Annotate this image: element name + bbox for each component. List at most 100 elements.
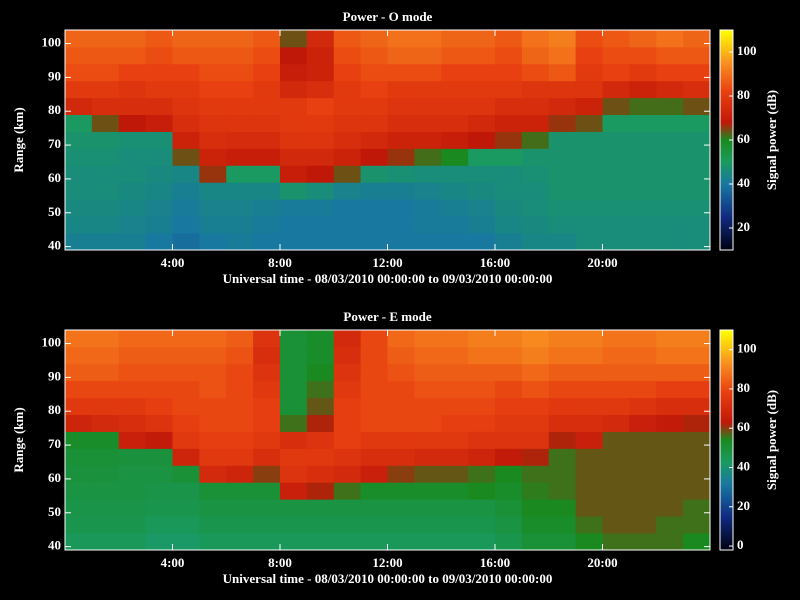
heatmap-cell bbox=[468, 165, 496, 183]
heatmap-cell bbox=[629, 148, 657, 166]
heatmap-cell bbox=[118, 148, 147, 166]
heatmap-cell bbox=[91, 380, 120, 399]
heatmap-cell bbox=[360, 431, 388, 449]
heatmap-cell bbox=[575, 30, 603, 48]
heatmap-cell bbox=[145, 148, 173, 166]
heatmap-cell bbox=[441, 30, 469, 48]
heatmap-cell bbox=[65, 533, 93, 551]
heatmap-cell bbox=[172, 482, 200, 500]
heatmap-cell bbox=[602, 499, 630, 517]
heatmap-cell bbox=[683, 346, 711, 365]
heatmap-cell bbox=[172, 233, 200, 251]
heatmap-cell bbox=[226, 30, 254, 48]
heatmap-cell bbox=[306, 114, 335, 132]
heatmap-cell bbox=[306, 46, 335, 65]
heatmap-cell bbox=[683, 482, 711, 500]
heatmap-cell bbox=[629, 80, 657, 99]
heatmap-cell bbox=[280, 30, 308, 48]
heatmap-cell bbox=[521, 233, 550, 251]
heatmap-cell bbox=[253, 131, 281, 149]
heatmap-cell bbox=[118, 165, 147, 183]
heatmap-cell bbox=[575, 499, 603, 517]
heatmap-cell bbox=[226, 216, 254, 234]
heatmap-cell bbox=[548, 80, 577, 99]
heatmap-cell bbox=[683, 165, 711, 183]
x-tick-label: 8:00 bbox=[268, 255, 292, 270]
heatmap-cell bbox=[280, 63, 308, 82]
heatmap-cell bbox=[91, 499, 120, 517]
heatmap-cell bbox=[495, 380, 523, 399]
heatmap-cell bbox=[333, 165, 362, 183]
heatmap-cell bbox=[65, 363, 93, 382]
heatmap-cell bbox=[602, 533, 630, 551]
heatmap-cell bbox=[280, 46, 308, 65]
heatmap-cell bbox=[118, 233, 147, 251]
heatmap-cell bbox=[683, 182, 711, 200]
heatmap-cell bbox=[360, 182, 388, 200]
heatmap-cell bbox=[656, 148, 684, 166]
heatmap-cell bbox=[360, 533, 388, 551]
heatmap-cell bbox=[656, 46, 684, 65]
heatmap-cell bbox=[118, 397, 147, 416]
heatmap-cell bbox=[226, 533, 254, 551]
heatmap-cell bbox=[629, 533, 657, 551]
heatmap-cell bbox=[306, 199, 335, 217]
heatmap-cell bbox=[602, 148, 630, 166]
x-axis-label: Universal time - 08/03/2010 00:00:00 to … bbox=[223, 271, 553, 286]
heatmap-cell bbox=[629, 380, 657, 399]
heatmap-cell bbox=[65, 499, 93, 517]
heatmap-cell bbox=[253, 216, 281, 234]
heatmap-cell bbox=[253, 199, 281, 217]
heatmap-cell bbox=[656, 216, 684, 234]
heatmap-cell bbox=[280, 414, 308, 432]
heatmap-cell bbox=[118, 199, 147, 217]
heatmap-cell bbox=[548, 397, 577, 416]
heatmap-cell bbox=[468, 533, 496, 551]
heatmap-cell bbox=[656, 482, 684, 500]
heatmap-cell bbox=[306, 346, 335, 365]
colorbar-tick-label: 80 bbox=[737, 380, 750, 395]
heatmap-cell bbox=[495, 233, 523, 251]
heatmap-cell bbox=[360, 330, 388, 348]
heatmap-cell bbox=[548, 182, 577, 200]
heatmap-cell bbox=[387, 330, 415, 348]
heatmap-cell bbox=[602, 233, 630, 251]
heatmap-cell bbox=[118, 330, 147, 348]
heatmap-cell bbox=[280, 233, 308, 251]
heatmap-cell bbox=[683, 330, 711, 348]
heatmap-cell bbox=[387, 46, 415, 65]
heatmap-cell bbox=[629, 165, 657, 183]
heatmap-cell bbox=[306, 380, 335, 399]
x-tick-label: 12:00 bbox=[372, 255, 402, 270]
heatmap-cell bbox=[629, 97, 657, 116]
heatmap-cell bbox=[360, 114, 388, 132]
heatmap-cell bbox=[656, 414, 684, 432]
heatmap-cell bbox=[468, 363, 496, 382]
heatmap-cell bbox=[414, 199, 442, 217]
heatmap-cell bbox=[360, 363, 388, 382]
heatmap-cell bbox=[441, 499, 469, 517]
heatmap-cell bbox=[575, 80, 603, 99]
heatmap-cell bbox=[414, 63, 442, 82]
heatmap-cell bbox=[683, 465, 711, 483]
heatmap-cell bbox=[656, 448, 684, 466]
heatmap-cell bbox=[548, 148, 577, 166]
heatmap-cell bbox=[683, 431, 711, 449]
heatmap-cell bbox=[253, 330, 281, 348]
heatmap-cell bbox=[253, 165, 281, 183]
heatmap-cell bbox=[387, 397, 415, 416]
heatmap-cell bbox=[145, 63, 173, 82]
heatmap-cell bbox=[629, 397, 657, 416]
heatmap-cell bbox=[172, 363, 200, 382]
heatmap-cell bbox=[333, 533, 362, 551]
chart-title: Power - O mode bbox=[343, 9, 433, 24]
heatmap-cell bbox=[199, 380, 227, 399]
heatmap-cell bbox=[495, 114, 523, 132]
colorbar-tick-label: 20 bbox=[737, 219, 750, 234]
heatmap-cell bbox=[253, 233, 281, 251]
heatmap-cell bbox=[172, 346, 200, 365]
heatmap-cell bbox=[414, 397, 442, 416]
heatmap-cell bbox=[441, 448, 469, 466]
heatmap-cell bbox=[91, 97, 120, 116]
heatmap-cell bbox=[226, 63, 254, 82]
